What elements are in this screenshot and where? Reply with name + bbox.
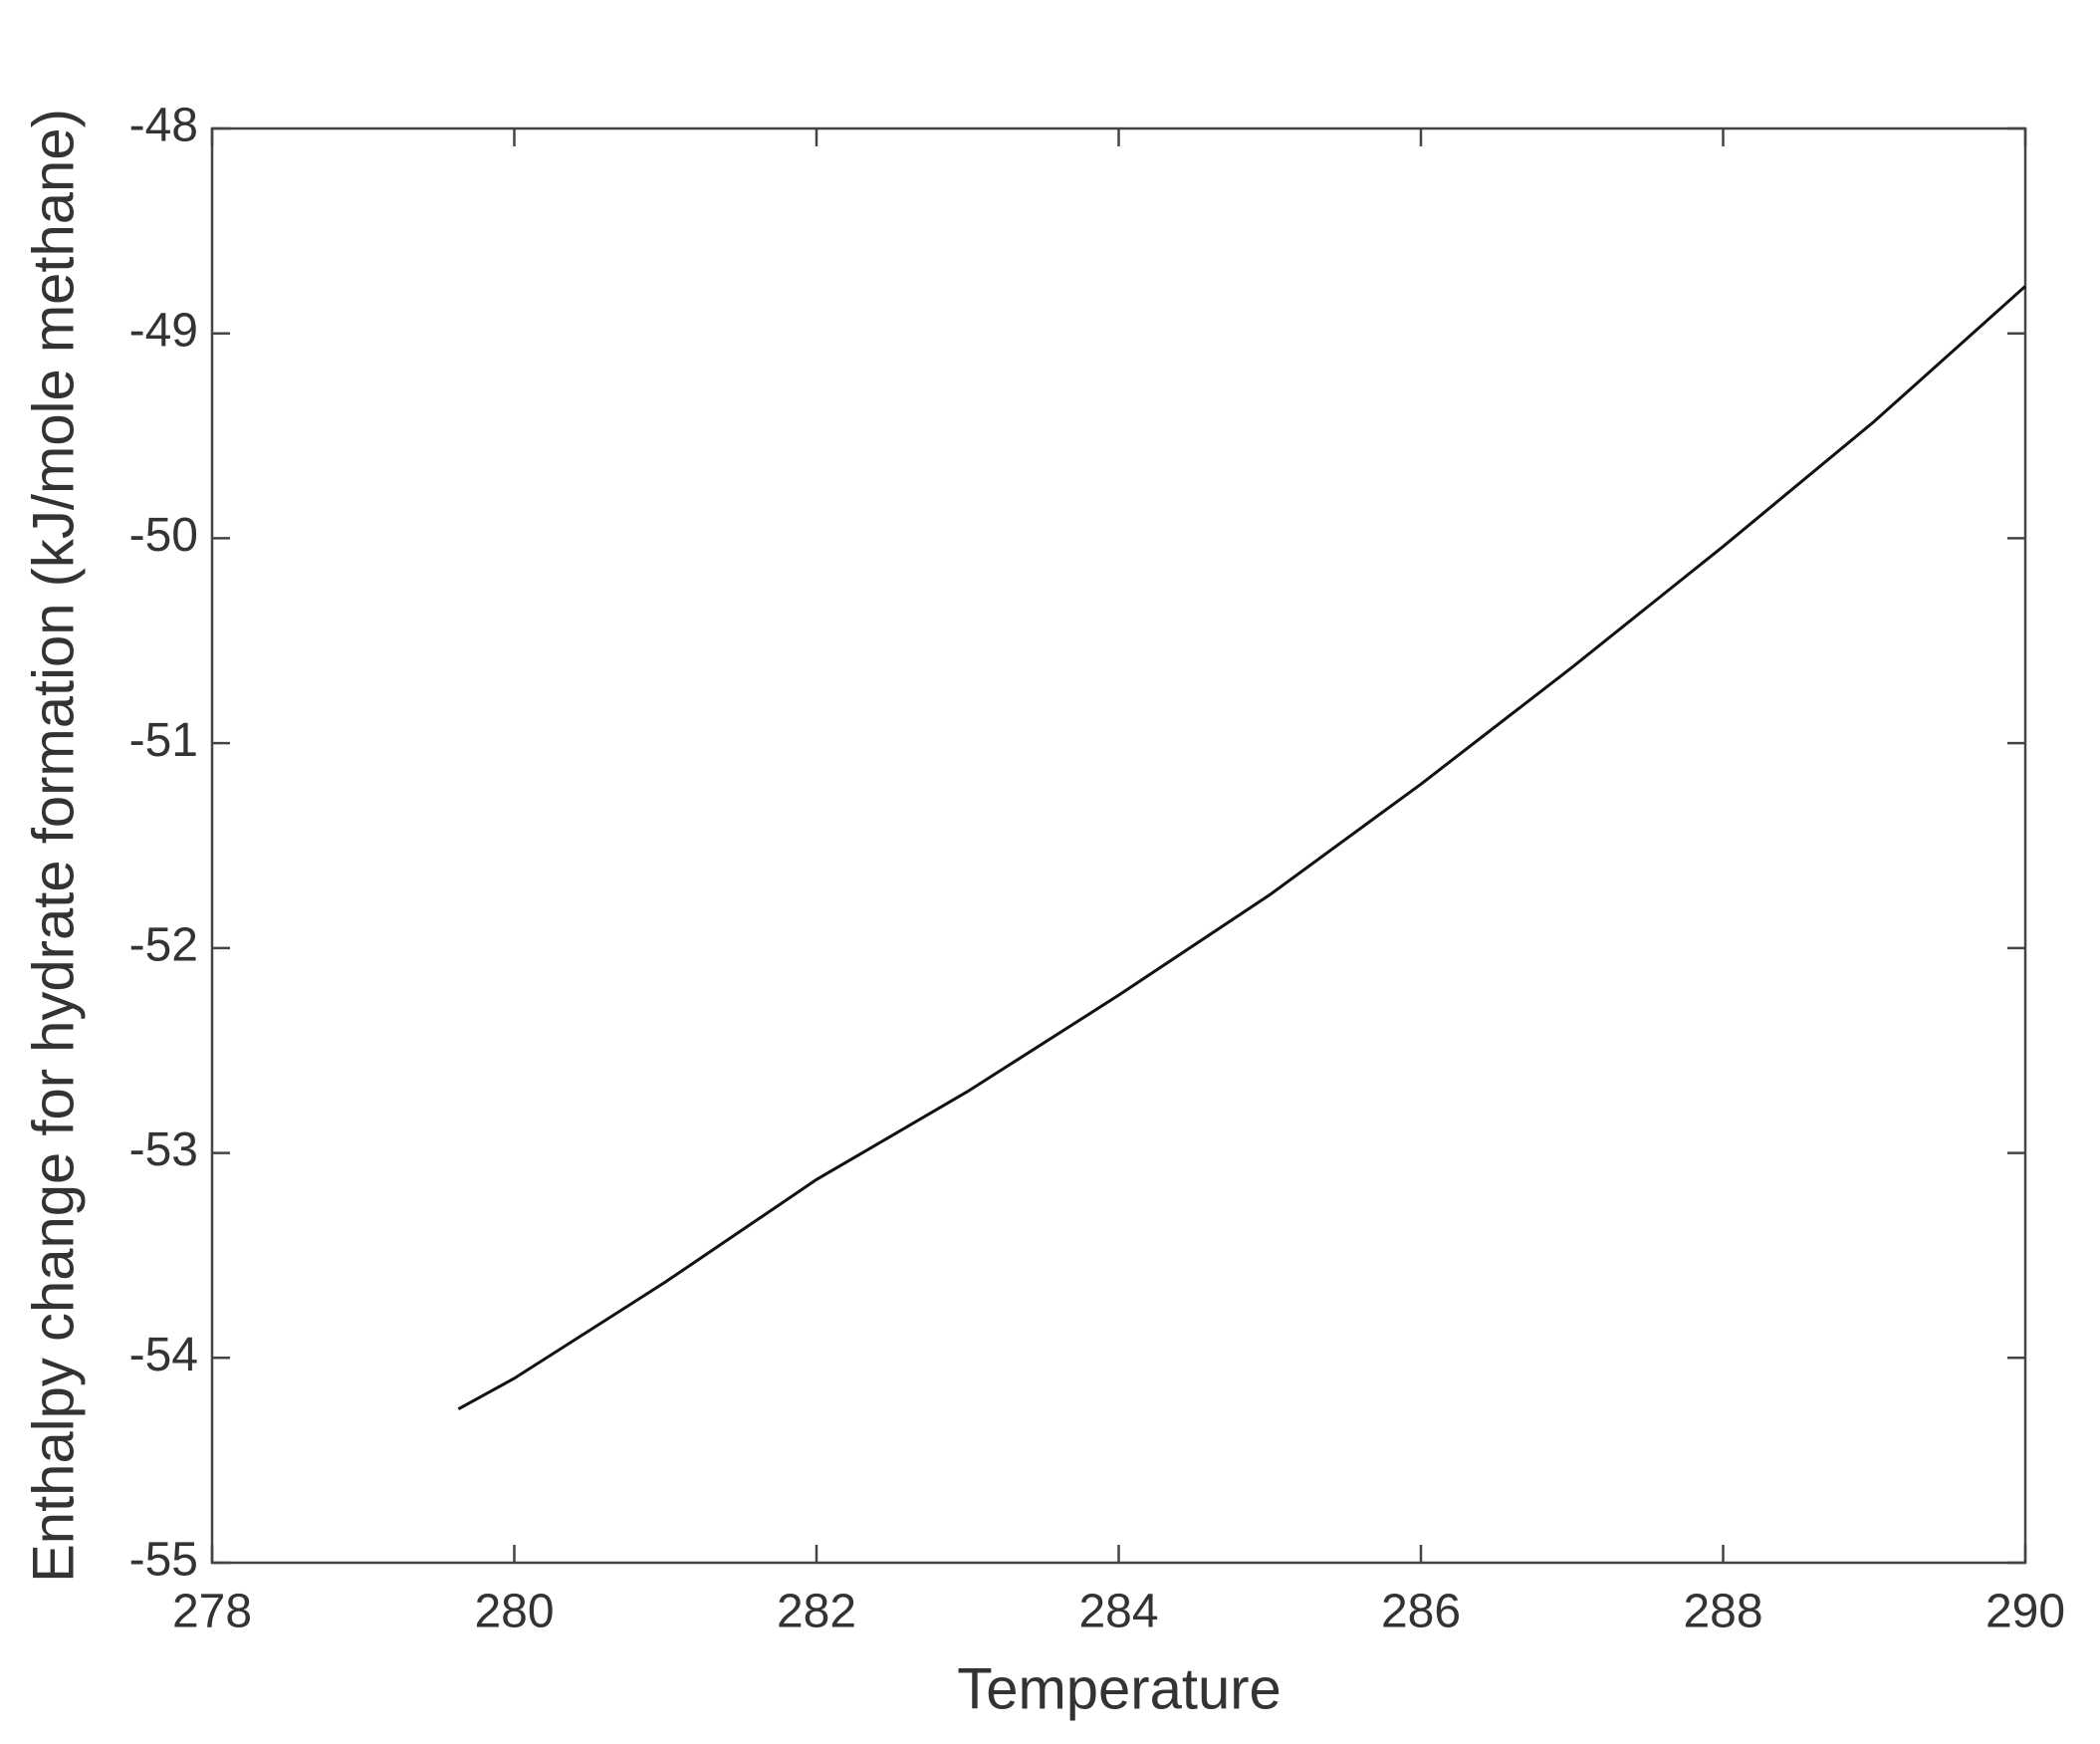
y-tick-label: -51 [129, 714, 198, 767]
y-tick-label: -49 [129, 304, 198, 357]
y-tick-label: -55 [129, 1534, 198, 1587]
y-tick-label: -54 [129, 1329, 198, 1381]
x-tick-label: 280 [474, 1586, 554, 1638]
y-tick-label: -53 [129, 1123, 198, 1176]
y-axis-label: Enthalpy change for hydrate formation (k… [21, 109, 86, 1583]
x-tick-label: 290 [1985, 1586, 2065, 1638]
y-tick-label: -50 [129, 509, 198, 562]
y-tick-label: -52 [129, 919, 198, 972]
data-line [457, 285, 2027, 1411]
x-tick-label: 282 [777, 1586, 856, 1638]
x-tick-label: 278 [172, 1586, 252, 1638]
x-tick-label: 286 [1381, 1586, 1461, 1638]
x-tick-label: 284 [1078, 1586, 1158, 1638]
x-axis-label: Temperature [957, 1656, 1282, 1721]
y-tick-label: -48 [129, 100, 198, 152]
x-tick-label: 288 [1683, 1586, 1762, 1638]
